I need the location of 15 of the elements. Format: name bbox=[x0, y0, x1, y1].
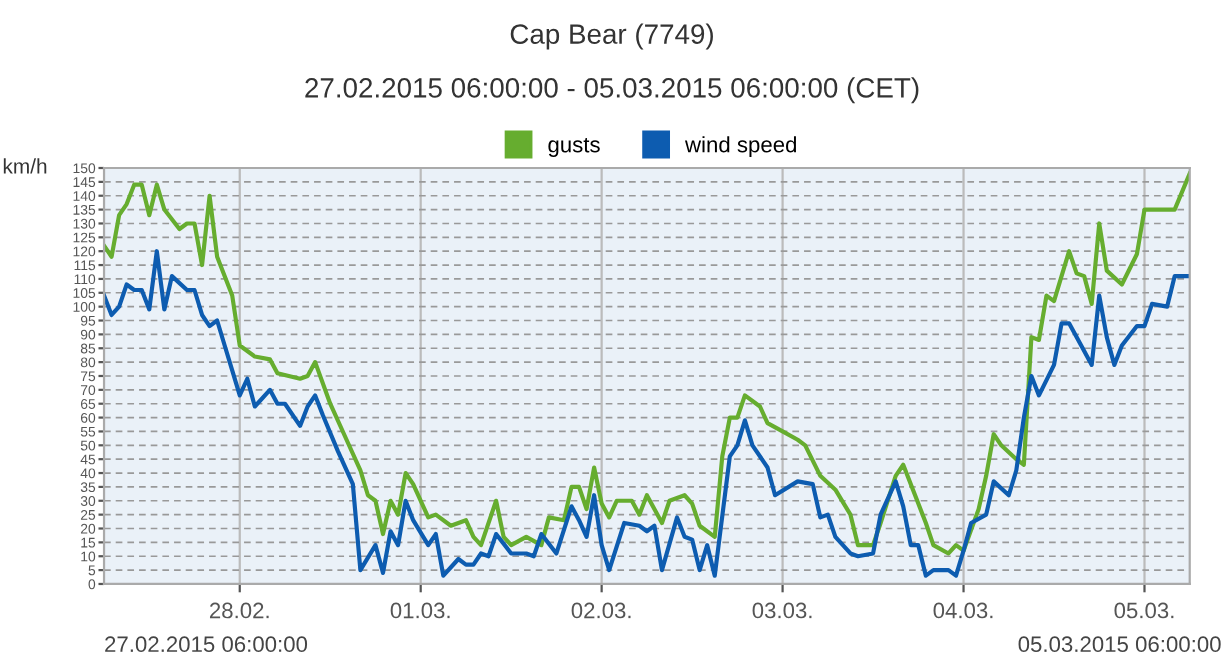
y-axis-title: km/h bbox=[3, 158, 47, 174]
x-tick-label: 05.03. bbox=[1114, 602, 1174, 619]
x-tick-label: 02.03. bbox=[571, 602, 631, 619]
line-series bbox=[104, 171, 1190, 556]
text: 27.02.2015 06:00:00 bbox=[105, 636, 308, 653]
chart-subtitle: 27.02.2015 06:00:00 - 05.03.2015 06:00:00 (CET) bbox=[305, 77, 919, 104]
x-tick-label: 03.03. bbox=[752, 602, 812, 619]
x-tick-label: 28.02. bbox=[209, 602, 269, 619]
line-series bbox=[104, 249, 1190, 578]
x-tick-label: 01.03. bbox=[390, 602, 450, 619]
x-tick-label: 04.03. bbox=[933, 602, 993, 619]
text: 05.03.2015 06:00:00 bbox=[1018, 636, 1221, 653]
legend-label: gusts bbox=[548, 137, 600, 157]
legend-label: wind speed bbox=[684, 136, 796, 157]
chart-title: Cap Bear (7749) bbox=[510, 23, 713, 50]
